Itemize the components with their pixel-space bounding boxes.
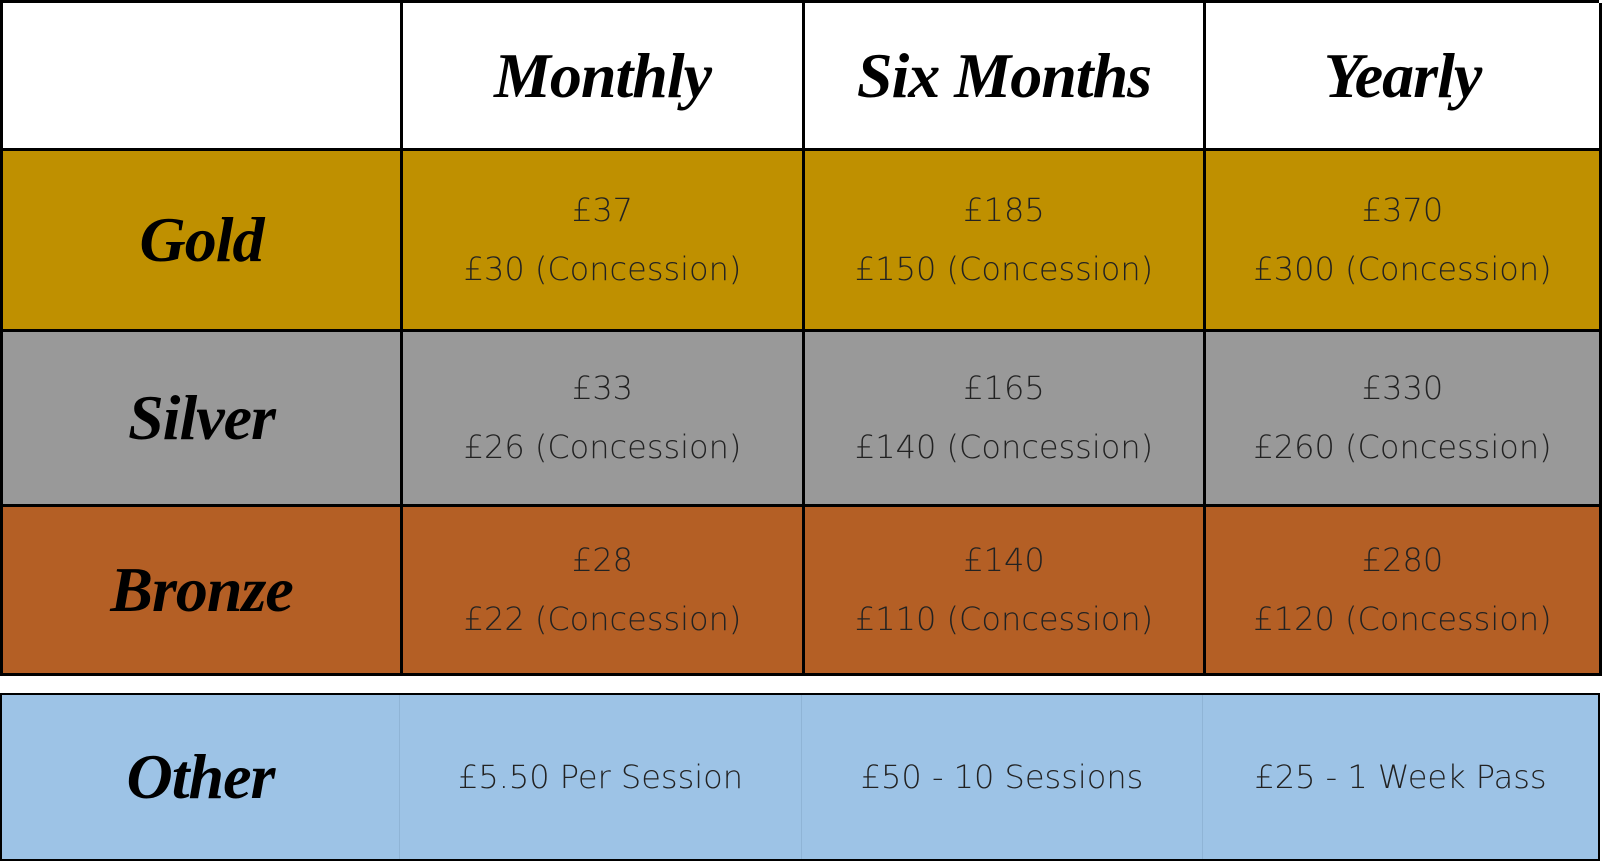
- corner-cell: [3, 3, 403, 151]
- price: £330: [1361, 369, 1444, 407]
- price-cell: £140 £110 (Concession): [805, 507, 1206, 676]
- price-table: Monthly Six Months Yearly Gold £37 £30 (Co…: [0, 0, 1602, 676]
- row-label-cell: Bronze: [3, 507, 403, 676]
- price: £110 (Concession): [854, 600, 1154, 638]
- price: £165: [963, 369, 1045, 407]
- price: £22 (Concession): [463, 600, 742, 638]
- header-cell: Monthly: [403, 3, 805, 151]
- price: £37: [571, 191, 634, 229]
- price-cell: £5.50 Per Session: [400, 695, 802, 859]
- row-label: Bronze: [110, 554, 293, 625]
- price: £370: [1361, 191, 1444, 229]
- price-cell: £280 £120 (Concession): [1206, 507, 1602, 676]
- price-cell: £50 - 10 Sessions: [802, 695, 1203, 859]
- price: £33: [571, 369, 634, 407]
- price: £140 (Concession): [854, 428, 1154, 466]
- row-label: Gold: [139, 204, 265, 275]
- price-cell: £370 £300 (Concession): [1206, 151, 1602, 332]
- price: £28: [571, 541, 634, 579]
- price: £5.50 Per Session: [457, 757, 744, 796]
- price: £120 (Concession): [1253, 600, 1552, 638]
- other-row: Other £5.50 Per Session £50 - 10 Session…: [0, 693, 1600, 861]
- price-cell: £33 £26 (Concession): [403, 332, 805, 507]
- price: £260 (Concession): [1253, 428, 1552, 466]
- price-cell: £185 £150 (Concession): [805, 151, 1206, 332]
- column-header: Monthly: [493, 39, 712, 111]
- price: £25 - 1 Week Pass: [1254, 757, 1547, 796]
- price-cell: £165 £140 (Concession): [805, 332, 1206, 507]
- price-cell: £37 £30 (Concession): [403, 151, 805, 332]
- price-cell: £330 £260 (Concession): [1206, 332, 1602, 507]
- price: £300 (Concession): [1253, 250, 1552, 288]
- column-header: Yearly: [1323, 39, 1482, 111]
- price: £30 (Concession): [463, 250, 742, 288]
- row-label-cell: Other: [2, 695, 400, 859]
- column-header: Six Months: [856, 39, 1152, 111]
- row-label: Other: [126, 741, 276, 812]
- price: £280: [1361, 541, 1444, 579]
- price-cell: £25 - 1 Week Pass: [1203, 695, 1598, 859]
- price: £150 (Concession): [854, 250, 1154, 288]
- price: £185: [963, 191, 1045, 229]
- header-cell: Yearly: [1206, 3, 1602, 151]
- row-label: Silver: [128, 382, 276, 453]
- price: £26 (Concession): [463, 428, 742, 466]
- price: £140: [963, 541, 1045, 579]
- row-label-cell: Silver: [3, 332, 403, 507]
- price-cell: £28 £22 (Concession): [403, 507, 805, 676]
- header-cell: Six Months: [805, 3, 1206, 151]
- price: £50 - 10 Sessions: [860, 757, 1144, 796]
- row-label-cell: Gold: [3, 151, 403, 332]
